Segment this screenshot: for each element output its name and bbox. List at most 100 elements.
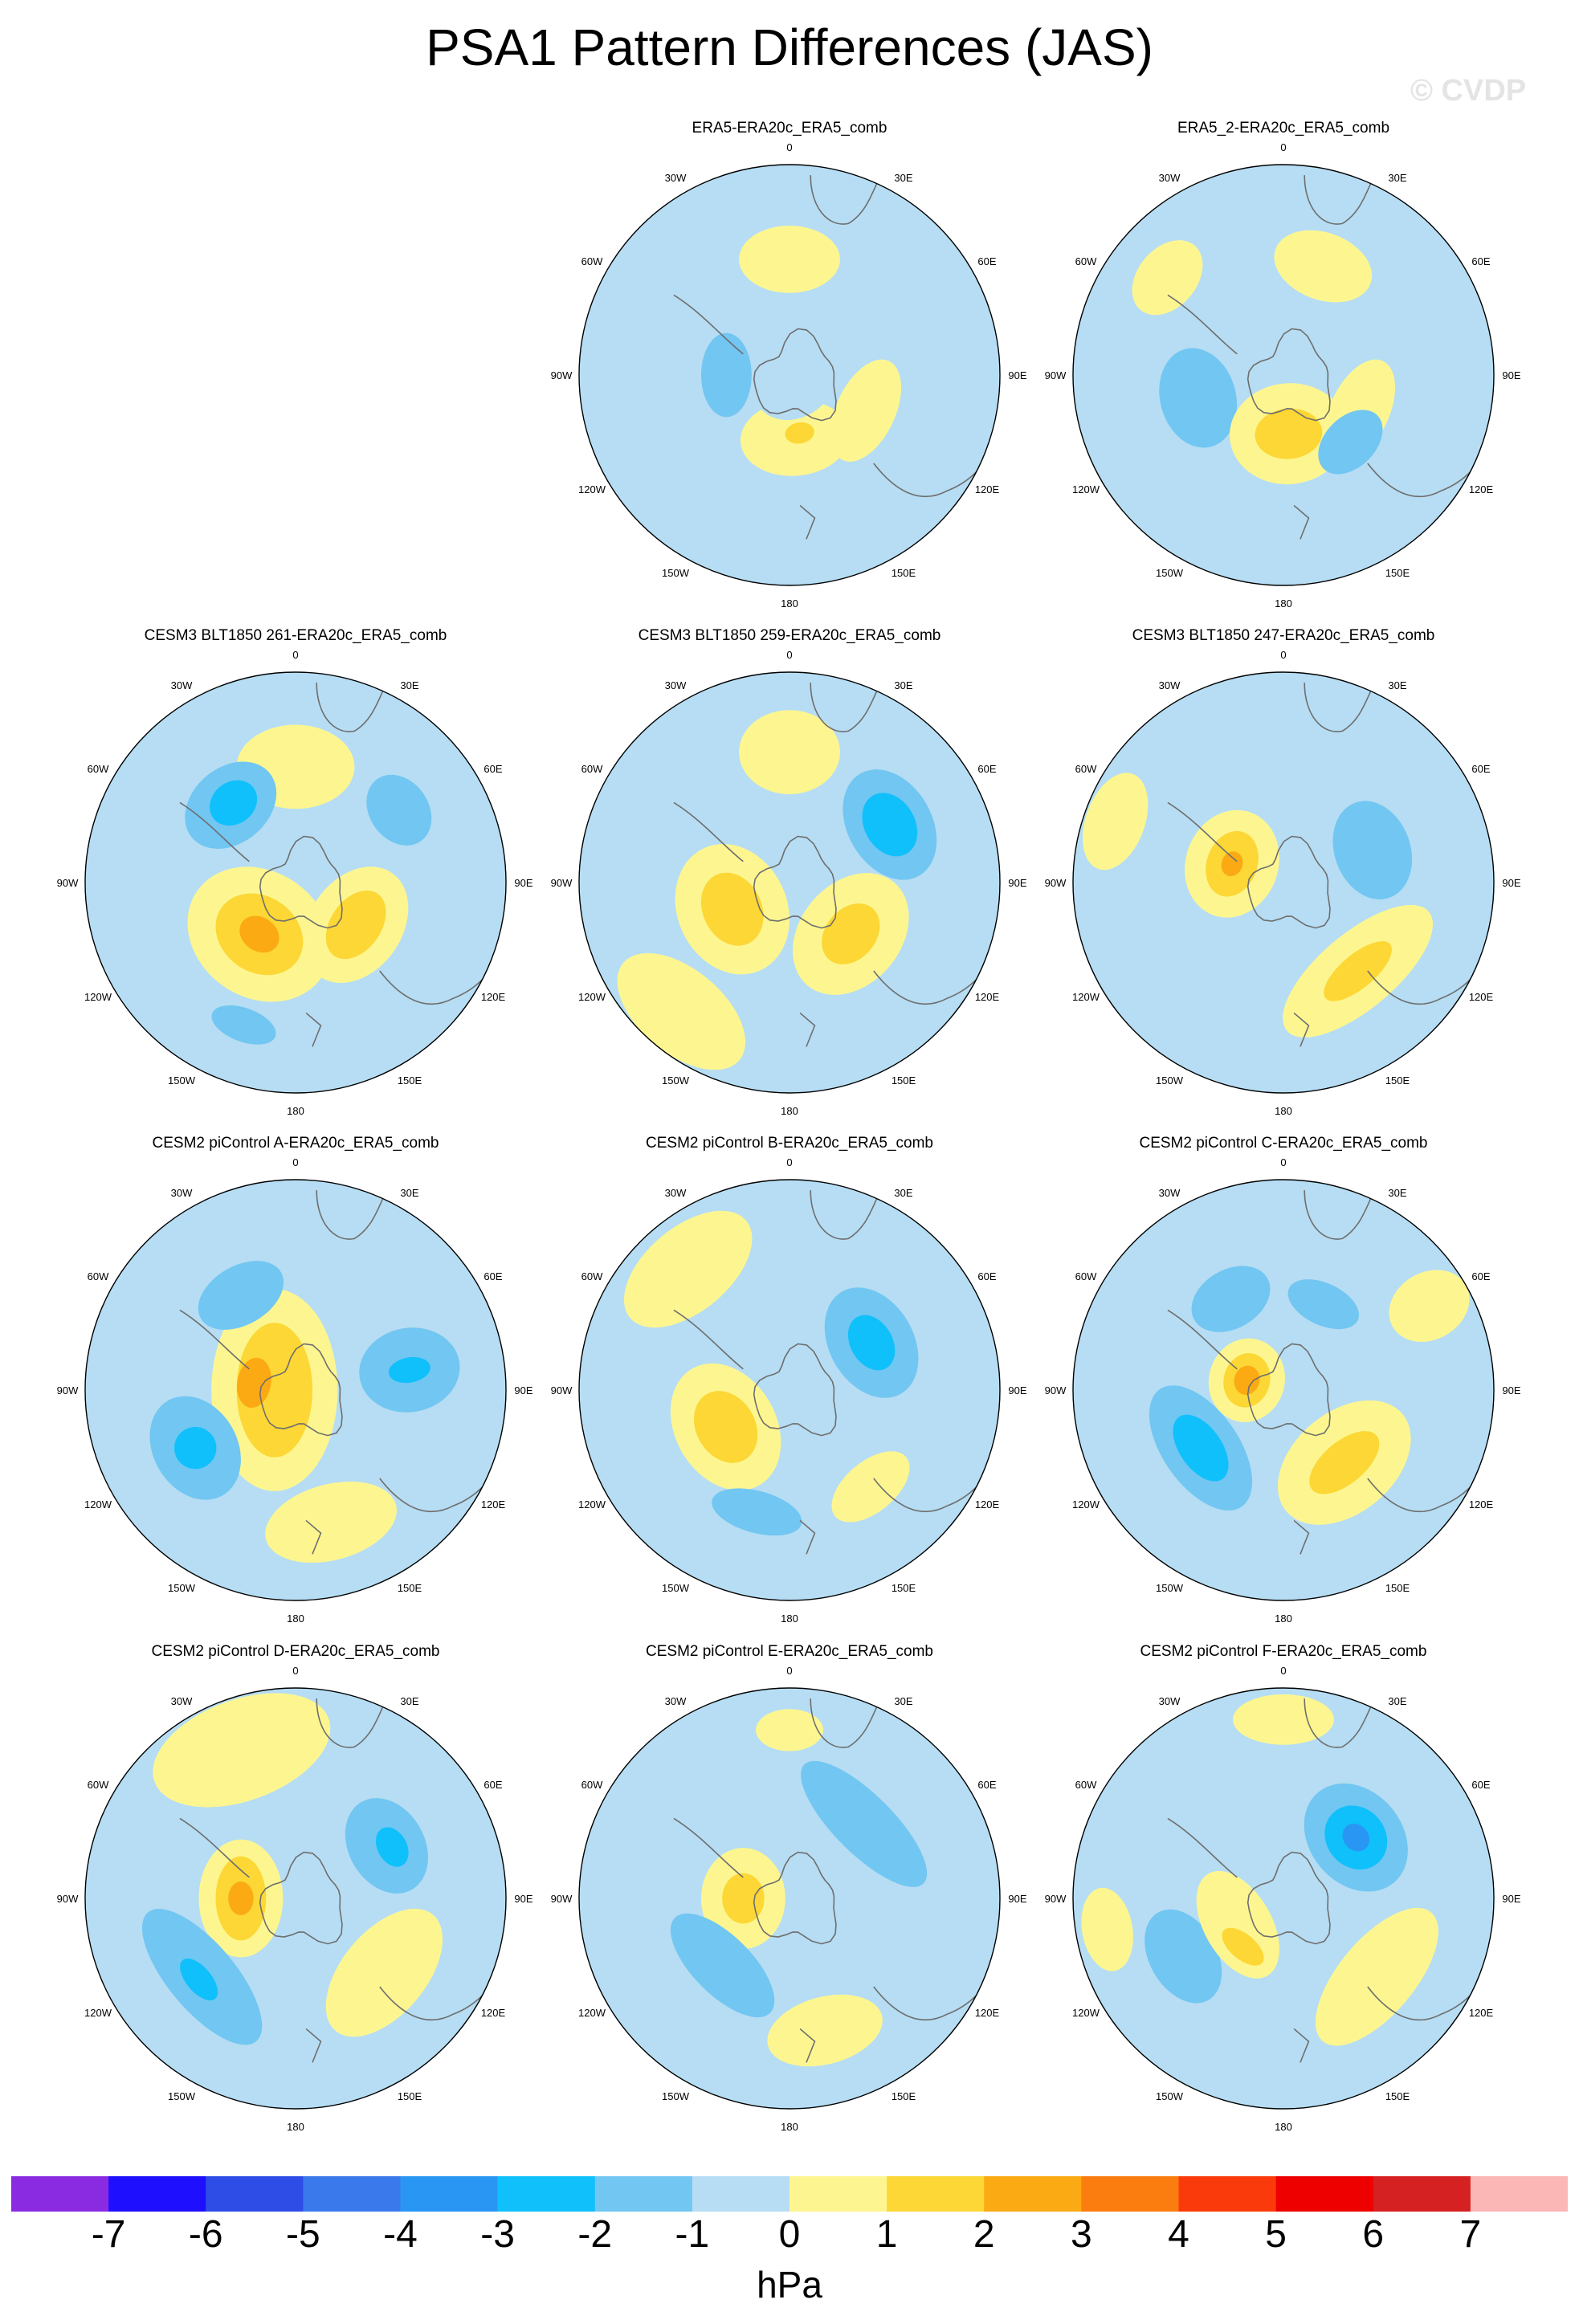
polar-map: 0 30E 60E 90E 120E 150E 180 150W 120W 90W 60W 30W [57,1156,533,1625]
negative-anomaly [847,1315,896,1371]
longitude-label: 30W [171,1187,193,1199]
longitude-label: 60W [581,1779,603,1791]
panel-title: CESM2 piControl D-ERA20c_ERA5_comb [151,1643,440,1660]
negative-anomaly [712,1488,802,1536]
longitude-label: 120E [1469,483,1494,495]
colorbar-tick-label: 1 [875,2213,898,2256]
longitude-label: 30W [171,679,193,691]
panel-title: ERA5-ERA20c_ERA5_comb [692,120,887,137]
colorbar-tick-label: -1 [675,2213,710,2256]
map-border [84,1179,507,1601]
longitude-label: 90W [57,1384,79,1396]
negative-anomaly [701,332,752,418]
colorbar-swatch [108,2176,206,2212]
positive-anomaly [623,1210,753,1328]
colorbar-swatch [1373,2176,1471,2212]
positive-anomaly [265,1482,397,1563]
map-border [1072,164,1495,586]
colorbar-swatch [497,2176,596,2212]
polar-map: 0 30E 60E 90E 120E 150E 180 150W 120W 90W 60W 30W [551,649,1027,1117]
negative-anomaly [210,780,258,826]
map-border [1072,671,1495,1094]
positive-anomaly [1132,240,1203,316]
colorbar-tick-label: -3 [480,2213,515,2256]
positive-anomaly [1233,1694,1334,1745]
longitude-label: 90W [551,1384,573,1396]
watermark-text: © CVDP [1410,74,1527,108]
longitude-label: 0 [786,1665,792,1677]
longitude-label: 90E [1502,877,1520,889]
positive-anomaly [236,1323,312,1458]
colorbar-swatch [692,2176,790,2212]
longitude-label: 120W [1072,991,1100,1003]
longitude-label: 180 [287,1613,304,1625]
longitude-label: 0 [786,141,792,153]
negative-anomaly [1173,1414,1229,1482]
map-border [84,671,507,1094]
longitude-label: 120W [84,991,112,1003]
positive-anomaly [739,226,840,293]
colorbar-swatch [790,2176,887,2212]
longitude-label: 180 [781,1105,798,1117]
longitude-label: 0 [1280,1156,1286,1168]
positive-anomaly [1389,1270,1470,1342]
longitude-label: 120W [1072,1498,1100,1511]
longitude-label: 60W [88,763,109,775]
longitude-label: 150W [1156,2090,1184,2102]
positive-anomaly [1315,1907,1438,2046]
longitude-label: 60E [483,1779,502,1791]
longitude-label: 30E [400,679,418,691]
longitude-label: 90W [551,369,573,381]
longitude-label: 120W [1072,483,1100,495]
panel-title: CESM3 BLT1850 261-ERA20c_ERA5_comb [144,627,447,644]
panel-title: ERA5_2-ERA20c_ERA5_comb [1177,120,1390,137]
longitude-label: 30W [665,172,687,184]
longitude-label: 120E [481,1498,506,1511]
longitude-label: 30W [171,1695,193,1707]
longitude-label: 30E [1388,1695,1406,1707]
colorbar-tick-label: 6 [1362,2213,1385,2256]
polar-map: 0 30E 60E 90E 120E 150E 180 150W 120W 90W 60W 30W [551,1156,1027,1625]
map-background [1073,672,1494,1093]
negative-anomaly [1287,1279,1359,1330]
panel-title: CESM2 piControl E-ERA20c_ERA5_comb [646,1643,933,1660]
longitude-label: 60E [977,763,996,775]
longitude-label: 120E [1469,2007,1494,2019]
polar-map: 0 30E 60E 90E 120E 150E 180 150W 120W 90W 60W 30W [1045,1665,1521,2133]
colorbar-swatch [206,2176,304,2212]
longitude-label: 120E [975,1498,1000,1511]
positive-anomaly [785,422,814,444]
longitude-label: 90E [514,877,532,889]
longitude-label: 30W [1159,172,1181,184]
positive-anomaly [1222,1927,1264,1966]
longitude-label: 120W [84,1498,112,1511]
negative-anomaly [198,1261,284,1330]
colorbar-swatch [1470,2176,1568,2212]
longitude-label: 90W [1045,369,1067,381]
positive-anomaly [1255,408,1323,459]
longitude-label: 150E [398,1074,422,1087]
map-border [84,1687,507,2110]
longitude-label: 30W [665,679,687,691]
negative-anomaly [388,1356,430,1384]
longitude-label: 90W [551,1893,573,1905]
longitude-label: 150W [1156,567,1184,579]
colorbar-tick-label: 4 [1168,2213,1189,2256]
positive-anomaly [1274,230,1373,303]
longitude-label: 150W [168,1074,196,1087]
longitude-label: 120E [975,2007,1000,2019]
longitude-label: 150E [1385,1074,1410,1087]
longitude-label: 120E [975,483,1000,495]
negative-anomaly [375,1827,409,1867]
colorbar-units: hPa [757,2264,822,2306]
longitude-label: 90W [57,877,79,889]
longitude-label: 60E [483,763,502,775]
negative-anomaly [1144,1909,1222,2004]
panel-title: CESM3 BLT1850 247-ERA20c_ERA5_comb [1132,627,1435,644]
map-background [1073,165,1494,585]
longitude-label: 150W [662,567,690,579]
map-background [1073,1688,1494,2109]
longitude-label: 120E [481,2007,506,2019]
longitude-label: 180 [1275,597,1292,610]
longitude-label: 30W [665,1187,687,1199]
